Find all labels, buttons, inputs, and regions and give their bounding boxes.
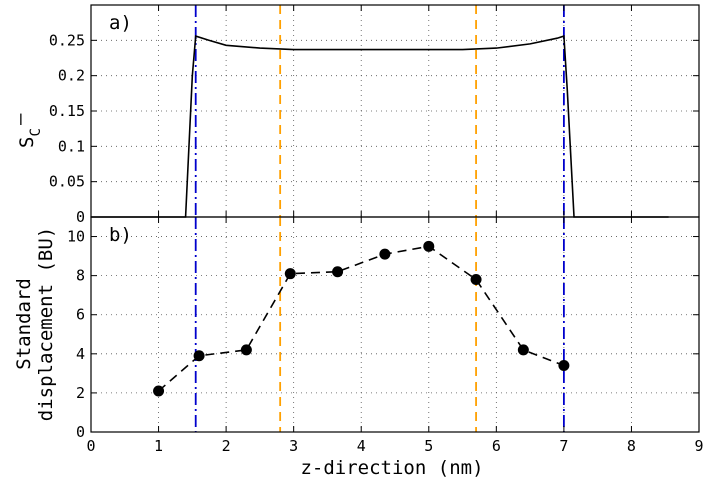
panel-b-grid bbox=[91, 217, 699, 432]
x-tick-label: 2 bbox=[222, 437, 231, 455]
panel-a-y-tick-label: 0.1 bbox=[58, 137, 85, 155]
panel-b-series bbox=[153, 240, 570, 397]
panel-a-y-axis-overbar: – bbox=[9, 113, 31, 125]
data-point bbox=[193, 350, 205, 362]
panel-b-y-axis-label: Standard displacement (BU) bbox=[13, 227, 57, 421]
panel-b-y-tick-label: 8 bbox=[76, 267, 85, 285]
panel-b-y-axis-label-line-1: Standard bbox=[13, 278, 35, 370]
data-point bbox=[423, 240, 435, 252]
data-point bbox=[284, 268, 296, 280]
panel-b-y-tick-label: 2 bbox=[76, 384, 85, 402]
panel-a-series bbox=[91, 35, 669, 218]
panel-a-frame bbox=[90, 4, 700, 218]
panel-a-y-axis-symbol: S bbox=[16, 136, 38, 147]
x-tick-label: 1 bbox=[154, 437, 163, 455]
panel-b-frame bbox=[90, 216, 700, 433]
x-tick-label: 0 bbox=[86, 437, 95, 455]
x-tick-label: 7 bbox=[559, 437, 568, 455]
panel-a-ticks: 0 0.05 0.1 0.15 0.2 0.25 bbox=[49, 5, 700, 226]
panel-a-y-tick-label: 0.2 bbox=[58, 67, 85, 85]
data-point bbox=[517, 344, 529, 356]
panel-b-series-line bbox=[158, 245, 565, 392]
panel-b-y-tick-label: 6 bbox=[76, 306, 85, 324]
panel-a-label: a) bbox=[109, 12, 132, 34]
panel-b-y-tick-label: 0 bbox=[76, 423, 85, 441]
x-tick-label: 5 bbox=[424, 437, 433, 455]
panel-b-reference-lines bbox=[194, 217, 565, 432]
panel-a-reference-lines bbox=[194, 5, 565, 217]
panel-b: 0 2 4 6 8 10 0 1 2 3 4 5 6 7 8 9 b) Standard displaceme… bbox=[13, 216, 704, 479]
x-tick-label: 8 bbox=[627, 437, 636, 455]
panel-a-y-tick-label: 0 bbox=[76, 208, 85, 226]
data-point bbox=[240, 344, 252, 356]
panel-b-y-axis-label-line-2: displacement (BU) bbox=[35, 227, 57, 421]
panel-a-series-line bbox=[91, 35, 669, 218]
data-point bbox=[332, 266, 344, 278]
data-point bbox=[153, 385, 165, 397]
panel-a-y-tick-label: 0.05 bbox=[49, 173, 85, 191]
panel-a-y-tick-label: 0.15 bbox=[49, 102, 85, 120]
x-tick-label: 3 bbox=[289, 437, 298, 455]
x-axis-label: z-direction (nm) bbox=[300, 457, 483, 479]
svg-text:SC: SC bbox=[16, 128, 44, 148]
x-tick-label: 4 bbox=[357, 437, 366, 455]
panel-a: 0 0.05 0.1 0.15 0.2 0.25 a) SC – bbox=[9, 4, 700, 226]
data-point bbox=[558, 360, 570, 372]
panel-a-y-tick-label: 0.25 bbox=[49, 31, 85, 49]
x-tick-label: 6 bbox=[492, 437, 501, 455]
panel-a-y-axis-subscript: C bbox=[28, 128, 44, 136]
panel-a-y-axis-label: SC – bbox=[9, 113, 44, 148]
panel-b-y-tick-label: 4 bbox=[76, 345, 85, 363]
panel-b-y-tick-label: 10 bbox=[67, 228, 85, 246]
x-tick-label: 9 bbox=[694, 437, 703, 455]
data-point bbox=[379, 248, 391, 260]
panel-b-ticks: 0 2 4 6 8 10 0 1 2 3 4 5 6 7 8 9 bbox=[67, 217, 704, 455]
panel-a-grid bbox=[91, 5, 699, 217]
panel-b-label: b) bbox=[109, 224, 132, 246]
data-point bbox=[470, 274, 482, 286]
